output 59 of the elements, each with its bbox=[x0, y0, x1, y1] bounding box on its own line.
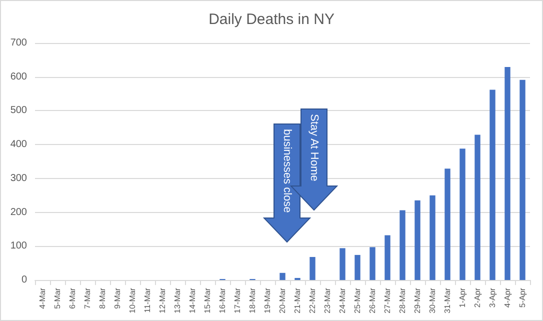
y-tick-label: 0 bbox=[21, 274, 28, 286]
y-tick-label: 400 bbox=[10, 139, 28, 150]
x-tick-label: 11-Mar bbox=[143, 288, 152, 313]
x-tick-label: 5-Mar bbox=[53, 288, 62, 309]
x-tick-label: 14-Mar bbox=[188, 288, 197, 314]
y-tick-label: 600 bbox=[10, 71, 28, 82]
y-tick-label: 700 bbox=[10, 38, 28, 48]
bar bbox=[370, 247, 376, 280]
x-tick-label: 3-Apr bbox=[488, 288, 497, 308]
x-tick-label: 20-Mar bbox=[278, 288, 287, 314]
y-tick-label: 300 bbox=[10, 172, 28, 184]
bar bbox=[354, 254, 360, 280]
x-tick-label: 26-Mar bbox=[368, 288, 377, 314]
bar bbox=[504, 67, 510, 280]
bar bbox=[444, 168, 450, 280]
x-tick-label: 21-Mar bbox=[293, 288, 302, 314]
x-tick-label: 25-Mar bbox=[353, 288, 362, 314]
x-tick-label: 4-Mar bbox=[38, 288, 47, 309]
x-tick-label: 24-Mar bbox=[338, 288, 347, 314]
bar bbox=[520, 80, 526, 280]
x-tick-label: 23-Mar bbox=[323, 288, 332, 314]
bar bbox=[490, 90, 496, 280]
x-tick-label: 8-Mar bbox=[98, 288, 107, 309]
annotation: businesses close bbox=[281, 129, 293, 213]
x-tick-label: 13-Mar bbox=[173, 288, 182, 314]
x-tick-label: 22-Mar bbox=[308, 288, 317, 314]
x-tick-label: 17-Mar bbox=[233, 288, 242, 314]
x-tick-label: 27-Mar bbox=[383, 288, 392, 314]
x-tick-label: 6-Mar bbox=[68, 288, 77, 309]
x-tick-label: 4-Apr bbox=[503, 288, 512, 308]
chart-title: Daily Deaths in NY bbox=[208, 11, 334, 28]
bar bbox=[340, 248, 346, 280]
bar bbox=[414, 200, 420, 280]
x-tick-label: 30-Mar bbox=[428, 288, 437, 314]
x-tick-label: 29-Mar bbox=[413, 288, 422, 314]
y-tick-label: 100 bbox=[10, 240, 28, 252]
bar bbox=[400, 210, 406, 280]
x-tick-label: 18-Mar bbox=[248, 288, 257, 314]
x-tick-label: 12-Mar bbox=[158, 288, 167, 314]
x-tick-label: 10-Mar bbox=[128, 288, 137, 314]
x-tick-label: 2-Apr bbox=[473, 288, 482, 308]
x-tick-label: 15-Mar bbox=[203, 288, 212, 314]
x-tick-label: 1-Apr bbox=[458, 288, 467, 308]
x-tick-label: 31-Mar bbox=[443, 288, 452, 314]
bar bbox=[474, 134, 480, 280]
x-tick-label: 9-Mar bbox=[113, 288, 122, 309]
annotation: Stay At Home bbox=[308, 114, 320, 182]
bar bbox=[430, 195, 436, 280]
y-tick-label: 500 bbox=[10, 105, 28, 116]
x-tick-label: 19-Mar bbox=[263, 288, 272, 314]
bar bbox=[310, 256, 316, 280]
y-tick-label: 200 bbox=[10, 206, 28, 218]
x-tick-label: 5-Apr bbox=[518, 288, 527, 308]
bar bbox=[384, 235, 390, 280]
bar bbox=[460, 148, 466, 280]
x-tick-label: 28-Mar bbox=[398, 288, 407, 314]
bar bbox=[280, 272, 286, 280]
x-tick-label: 16-Mar bbox=[218, 288, 227, 314]
x-tick-label: 7-Mar bbox=[83, 288, 92, 309]
